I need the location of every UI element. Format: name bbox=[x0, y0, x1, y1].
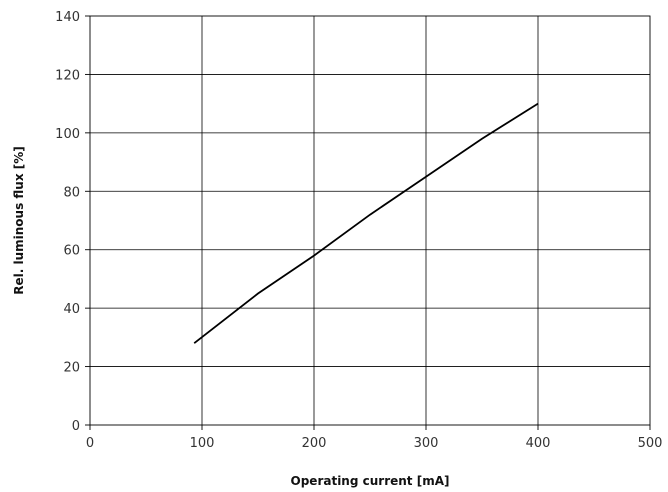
y-axis-label: Rel. luminous flux [%] bbox=[12, 146, 26, 295]
y-tick-label: 60 bbox=[63, 244, 80, 259]
y-tick-label: 20 bbox=[63, 361, 80, 376]
ticks: 0 100 200 300 400 500 0 20 40 60 80 100 120 140 bbox=[55, 10, 662, 451]
y-tick-label: 40 bbox=[63, 302, 80, 317]
y-tick-label: 120 bbox=[55, 68, 80, 83]
x-tick-label: 400 bbox=[526, 436, 551, 451]
y-tick-label: 0 bbox=[72, 419, 80, 434]
y-tick-label: 140 bbox=[55, 10, 80, 25]
x-tick-label: 500 bbox=[638, 436, 663, 451]
x-tick-label: 300 bbox=[414, 436, 439, 451]
y-tick-label: 80 bbox=[63, 185, 80, 200]
x-tick-label: 0 bbox=[86, 436, 94, 451]
plot-area bbox=[193, 102, 539, 344]
y-tick-label: 100 bbox=[55, 127, 80, 142]
grid bbox=[90, 16, 650, 425]
x-axis-label: Operating current [mA] bbox=[291, 474, 450, 488]
x-tick-label: 200 bbox=[302, 436, 327, 451]
series-line bbox=[193, 102, 539, 344]
plot-frame bbox=[89, 15, 651, 426]
x-tick-label: 100 bbox=[190, 436, 215, 451]
